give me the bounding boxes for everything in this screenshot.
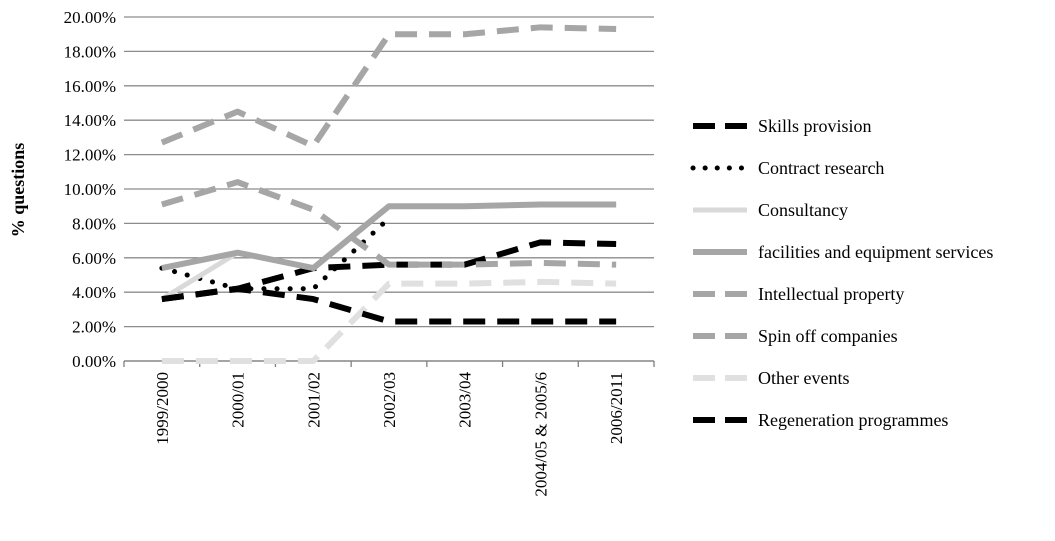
y-ticks: 0.00% 2.00% 4.00% 6.00% 8.00% 10.00% 12.00% 14.… — [64, 8, 116, 371]
x-tick-label: 2000/01 — [229, 372, 248, 428]
y-tick-label: 14.00% — [64, 111, 116, 130]
y-axis-label: % questions — [8, 143, 28, 238]
y-tick-label: 20.00% — [64, 8, 116, 27]
x-tick-label: 2003/04 — [456, 372, 475, 428]
series-line-5 — [160, 24, 617, 149]
legend: Skills provision Contract research Consult… — [690, 116, 993, 430]
x-tick-label: 2006/2011 — [607, 372, 626, 444]
series-line-8 — [161, 285, 617, 325]
legend-label: Spin off companies — [758, 326, 898, 346]
y-tick-label: 18.00% — [64, 42, 116, 61]
x-tick-label: 2001/02 — [304, 372, 323, 428]
y-tick-label: 0.00% — [72, 352, 116, 371]
x-tick-label: 2002/03 — [380, 372, 399, 428]
legend-label: facilities and equipment services — [758, 242, 993, 262]
series-line-4 — [161, 201, 617, 272]
legend-label: Contract research — [758, 158, 884, 178]
y-tick-label: 6.00% — [72, 249, 116, 268]
legend-label: Skills provision — [758, 116, 872, 136]
y-tick-label: 2.00% — [72, 318, 116, 337]
y-tick-label: 10.00% — [64, 180, 116, 199]
series-lines — [159, 24, 617, 364]
legend-label: Intellectual property — [758, 284, 904, 304]
series-line-7 — [161, 278, 617, 364]
legend-label: Regeneration programmes — [758, 410, 948, 430]
x-ticks: 1999/2000 2000/01 2001/02 2002/03 2003/04 200… — [153, 372, 626, 497]
series-line-6 — [161, 179, 617, 268]
legend-label: Other events — [758, 368, 849, 388]
y-tick-label: 4.00% — [72, 283, 116, 302]
y-tick-label: 16.00% — [64, 77, 116, 96]
legend-label: Consultancy — [758, 200, 848, 220]
y-tick-label: 8.00% — [72, 214, 116, 233]
x-tick-label: 1999/2000 — [153, 372, 172, 445]
y-tick-label: 12.00% — [64, 146, 116, 165]
x-tick-label: 2004/05 & 2005/6 — [531, 372, 550, 497]
